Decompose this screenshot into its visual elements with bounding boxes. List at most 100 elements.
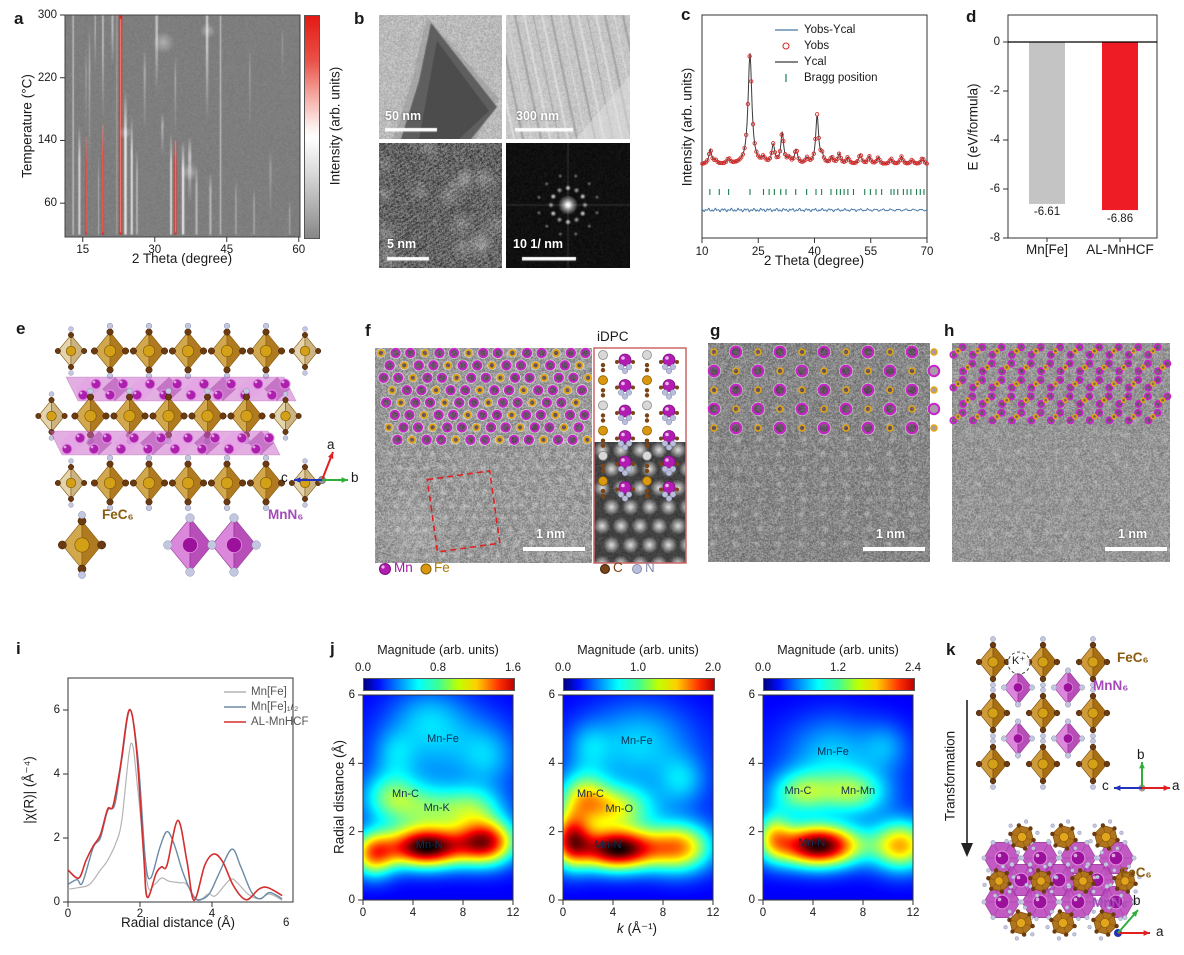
c-x-tick: 10 [695, 246, 709, 258]
a-y-axis-label: Temperature (°C) [19, 74, 35, 178]
j-x-tick: 0 [759, 907, 767, 919]
a-y-tick: 300 [37, 9, 57, 21]
i-y-tick: 4 [53, 768, 60, 780]
j-x-tick: 0 [359, 907, 367, 919]
j-y-tick: 4 [548, 757, 555, 770]
i-x-tick: 4 [208, 908, 216, 920]
j-y-axis-label: Radial distance (Å) [331, 739, 347, 855]
d-category-2: AL-MnHCF [1086, 242, 1154, 257]
d-y-tick: -4 [989, 134, 1000, 146]
j-y-tick: 2 [548, 825, 555, 838]
j-y-tick: 6 [548, 688, 555, 701]
c-x-axis-label: 2 Theta (degree) [763, 253, 865, 268]
c-x-tick: 70 [920, 246, 934, 258]
j-x-tick: 4 [409, 907, 417, 919]
j-peak-label: Mn-Fe [620, 735, 653, 748]
a-x-axis-label: 2 Theta (degree) [131, 251, 233, 266]
b-hrtem-image [379, 143, 502, 268]
i-y-axis-label: |χ(R)| (Å⁻⁴) [21, 756, 37, 824]
d-bar-value-2: -6.86 [1106, 213, 1134, 225]
panel-i-label: i [16, 639, 21, 658]
a-colorbar-label: Intensity (arb. units) [327, 66, 343, 186]
j-y-tick: 6 [748, 688, 755, 701]
c-legend-item-bragg: Bragg position [804, 72, 878, 84]
i-legend-mnfe-half: Mn[Fe]₁/₂ [251, 701, 299, 713]
j-colorbar-tick: 2.4 [905, 662, 921, 674]
j-colorbar-tick: 1.6 [505, 662, 521, 674]
c-x-tick: 55 [864, 246, 878, 258]
k-kplus-label: K⁺ [1012, 655, 1026, 667]
j-colorbar-tick: 1.2 [830, 662, 846, 674]
panel-a-label: a [14, 9, 24, 28]
k-top-axis-a-label: a [1172, 778, 1180, 793]
f-scalebar-label: 1 nm [536, 527, 566, 541]
j-map3-title: Magnitude (arb. units) [777, 643, 899, 657]
j-x-tick: 12 [506, 907, 520, 919]
d-y-tick: 0 [993, 36, 1000, 48]
a-x-tick: 15 [76, 244, 90, 256]
i-x-tick: 2 [136, 908, 144, 920]
j-peak-label: Mn-O [605, 803, 634, 816]
a-x-tick: 60 [292, 244, 306, 256]
j-map2-title: Magnitude (arb. units) [577, 643, 699, 657]
j-y-tick: 0 [548, 894, 555, 906]
f-idpc-label: iDPC [597, 329, 629, 344]
i-y-tick: 0 [53, 896, 60, 908]
e-mnn6-label: MnN₆ [268, 507, 304, 522]
h-scalebar-label: 1 nm [1118, 527, 1148, 541]
panel-c-label: c [681, 5, 691, 24]
j-colorbar-3 [763, 678, 915, 691]
b-scalebar-label-1: 50 nm [385, 109, 422, 123]
j-x-tick: 4 [809, 907, 817, 919]
panel-h-label: h [944, 321, 955, 340]
j-colorbar-1 [363, 678, 515, 691]
j-map1-title: Magnitude (arb. units) [377, 643, 499, 657]
j-colorbar-tick: 0.0 [555, 662, 571, 674]
j-x-axis-label: k (Å⁻¹) [617, 921, 658, 937]
j-colorbar-tick: 0.8 [430, 662, 446, 674]
j-peak-label: Mn-Mn [840, 785, 876, 798]
b-scalebar-label-4: 10 1/ nm [513, 237, 564, 251]
j-colorbar-tick: 0.0 [755, 662, 771, 674]
f-legend-fe: Fe [434, 560, 450, 575]
j-x-tick: 8 [659, 907, 667, 919]
panel-f-label: f [365, 321, 371, 340]
j-x-tick: 0 [559, 907, 567, 919]
d-y-axis-label: E (eV/formula) [965, 83, 981, 171]
k-bottom-axis-a-label: a [1156, 924, 1164, 939]
b-fft-image [506, 143, 630, 268]
j-peak-label: Mn-N [798, 836, 826, 849]
k-bottom-axis-b-label: b [1133, 893, 1141, 908]
i-y-tick: 6 [53, 704, 60, 716]
e-axis-c-label: c [281, 470, 288, 485]
j-peak-label: Mn-Fe [427, 732, 459, 745]
j-heatmap-canvas-3 [763, 695, 913, 900]
panel-b-label: b [354, 9, 365, 28]
g-stem-image [708, 343, 930, 562]
i-y-tick: 2 [53, 832, 60, 844]
j-peak-label: Mn-C [577, 788, 604, 801]
j-x-axis-label-units: (Å⁻¹) [623, 921, 658, 936]
b-scalebar-label-2: 300 nm [516, 109, 560, 123]
j-y-tick: 2 [748, 825, 755, 838]
panel-k-label: k [946, 640, 956, 659]
b-scalebar-label-3: 5 nm [387, 237, 417, 251]
k-top-fec6-label: FeC₆ [1117, 650, 1149, 665]
f-legend-c: C [613, 560, 623, 575]
j-heatmap-canvas-1 [363, 695, 513, 900]
f-idpc-canvas [594, 442, 686, 563]
c-legend-item-ycal: Ycal [804, 56, 827, 68]
i-legend-almnhcf: AL-MnHCF [251, 716, 309, 728]
e-axis-a-label: a [327, 437, 335, 452]
k-top-mnn6-label: MnN₆ [1093, 678, 1129, 693]
panel-e-label: e [16, 319, 26, 338]
j-y-tick: 4 [748, 757, 755, 770]
a-heatmap-canvas [65, 15, 300, 237]
a-y-tick: 60 [44, 197, 57, 210]
j-y-tick: 6 [348, 688, 355, 701]
c-legend-item-yobs: Yobs [804, 40, 830, 52]
i-x-tick: 0 [64, 908, 72, 920]
j-x-tick: 4 [609, 907, 617, 919]
j-y-tick: 4 [348, 757, 355, 770]
a-colorbar [304, 15, 320, 239]
